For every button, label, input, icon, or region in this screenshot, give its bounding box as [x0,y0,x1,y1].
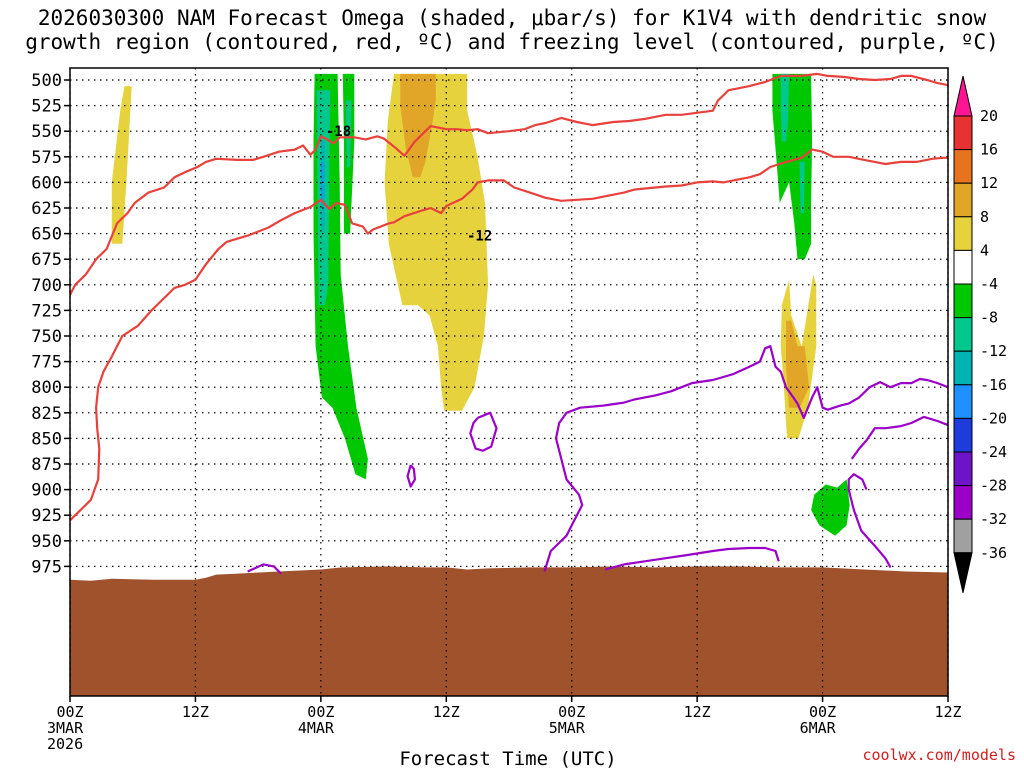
colorbar-band [953,518,973,554]
freezing-level-contour [543,345,948,572]
dgz-contour-label: -12 [467,229,492,245]
freezing-level-contour [247,563,282,575]
colorbar-band [953,417,973,453]
freezing-level-contour [406,464,416,488]
colorbar-label: -16 [980,376,1007,394]
chart-title: 2026030300 NAM Forecast Omega (shaded, μ… [0,6,1024,54]
shade-ascent-c1 [111,86,132,244]
y-tick-label: 950 [31,532,62,552]
freezing-level-contour [469,411,498,452]
title-line-2: growth region (contoured, red, ºC) and f… [25,30,999,54]
y-tick-label: 775 [31,353,62,373]
shade-descent-b4 [811,479,850,536]
plot-frame [69,67,949,697]
y-tick-label: 925 [31,506,62,526]
colorbar-band [953,451,973,487]
colorbar-label: -12 [980,342,1007,360]
title-line-1: 2026030300 NAM Forecast Omega (shaded, μ… [37,6,987,30]
credit-text: coolwx.com/models [862,746,1016,764]
y-tick-label: 975 [31,557,62,577]
colorbar-label: 20 [980,107,998,125]
x-tick-label: 00Z [307,703,334,721]
y-tick-label: 625 [31,199,62,219]
x-tick-label: 3MAR [47,719,84,737]
y-tick-label: 800 [31,378,62,398]
colorbar-band [953,182,973,218]
colorbar-bottom-triangle [953,552,973,593]
y-tick-label: 725 [31,301,62,321]
y-tick-label: 700 [31,276,62,296]
shade-descent-b1 [772,73,813,260]
x-tick-label: 12Z [182,703,209,721]
y-tick-label: 825 [31,404,62,424]
shade-ascent-d2 [786,320,809,408]
colorbar-label: -20 [980,409,1007,427]
y-tick-label: 875 [31,455,62,475]
colorbar-label: -28 [980,477,1007,495]
colorbar-label: 12 [980,174,998,192]
colorbar-label: -24 [980,443,1007,461]
colorbar-band [953,216,973,251]
shade-descent-b3 [799,161,805,214]
colorbar-band [953,115,973,151]
x-tick-label: 5MAR [549,719,586,737]
x-tick-label: 00Z [809,703,836,721]
colorbar-top-triangle [953,75,973,117]
y-tick-label: 650 [31,225,62,245]
x-tick-label: 4MAR [298,719,335,737]
shade-descent-a5 [345,100,352,167]
y-tick-label: 575 [31,148,62,168]
y-tick-label: 600 [31,173,62,193]
contours [70,72,948,575]
freezing-level-contour [850,415,948,460]
x-axis-label: Forecast Time (UTC) [399,748,616,768]
colorbar-band [953,249,973,285]
y-tick-label: 500 [31,71,62,91]
dgz-contour [70,148,948,522]
shade-ascent-c3 [400,73,436,178]
x-tick-label: 00Z [56,703,83,721]
freezing-level-contour [847,473,892,568]
terrain [70,566,948,696]
colorbar-label: -4 [980,275,998,293]
dgz-contour [70,72,948,296]
colorbar-label: 8 [980,208,989,226]
omega-shading [111,73,850,536]
dgz-contour-label: -18 [326,124,351,140]
x-tick-label: 12Z [684,703,711,721]
x-tick-label: 6MAR [800,719,837,737]
colorbar-band [953,350,973,386]
colorbar-label: 16 [980,141,998,159]
y-tick-label: 525 [31,97,62,117]
colorbar: 20 16 12 8 4 -4 -8 -12 -16 -20 -24 -28 -32 -36 [953,75,1007,593]
y-tick-label: 750 [31,327,62,347]
y-tick-label: 900 [31,481,62,501]
colorbar-label: 4 [980,241,989,259]
y-tick-label: 850 [31,429,62,449]
x-tick-label: 12Z [433,703,460,721]
x-tick-label: 00Z [558,703,585,721]
y-tick-label: 675 [31,250,62,270]
colorbar-band [953,149,973,184]
colorbar-label: -8 [980,309,998,327]
colorbar-band [953,283,973,319]
freezing-level-contour [604,546,780,571]
axes: -18 -12 500 525 550 575 600 625 650 675 700 725 750 7… [31,67,962,753]
shade-descent-a6 [320,161,323,203]
colorbar-label: -36 [980,544,1007,562]
colorbar-band [953,485,973,520]
y-tick-label: 550 [31,122,62,142]
shade-descent-b2 [780,73,790,142]
colorbar-label: -32 [980,510,1007,528]
x-tick-label: 2026 [47,735,83,753]
terrain-fill [70,566,948,696]
colorbar-band [953,317,973,352]
colorbar-band [953,384,973,419]
x-tick-label: 12Z [934,703,961,721]
